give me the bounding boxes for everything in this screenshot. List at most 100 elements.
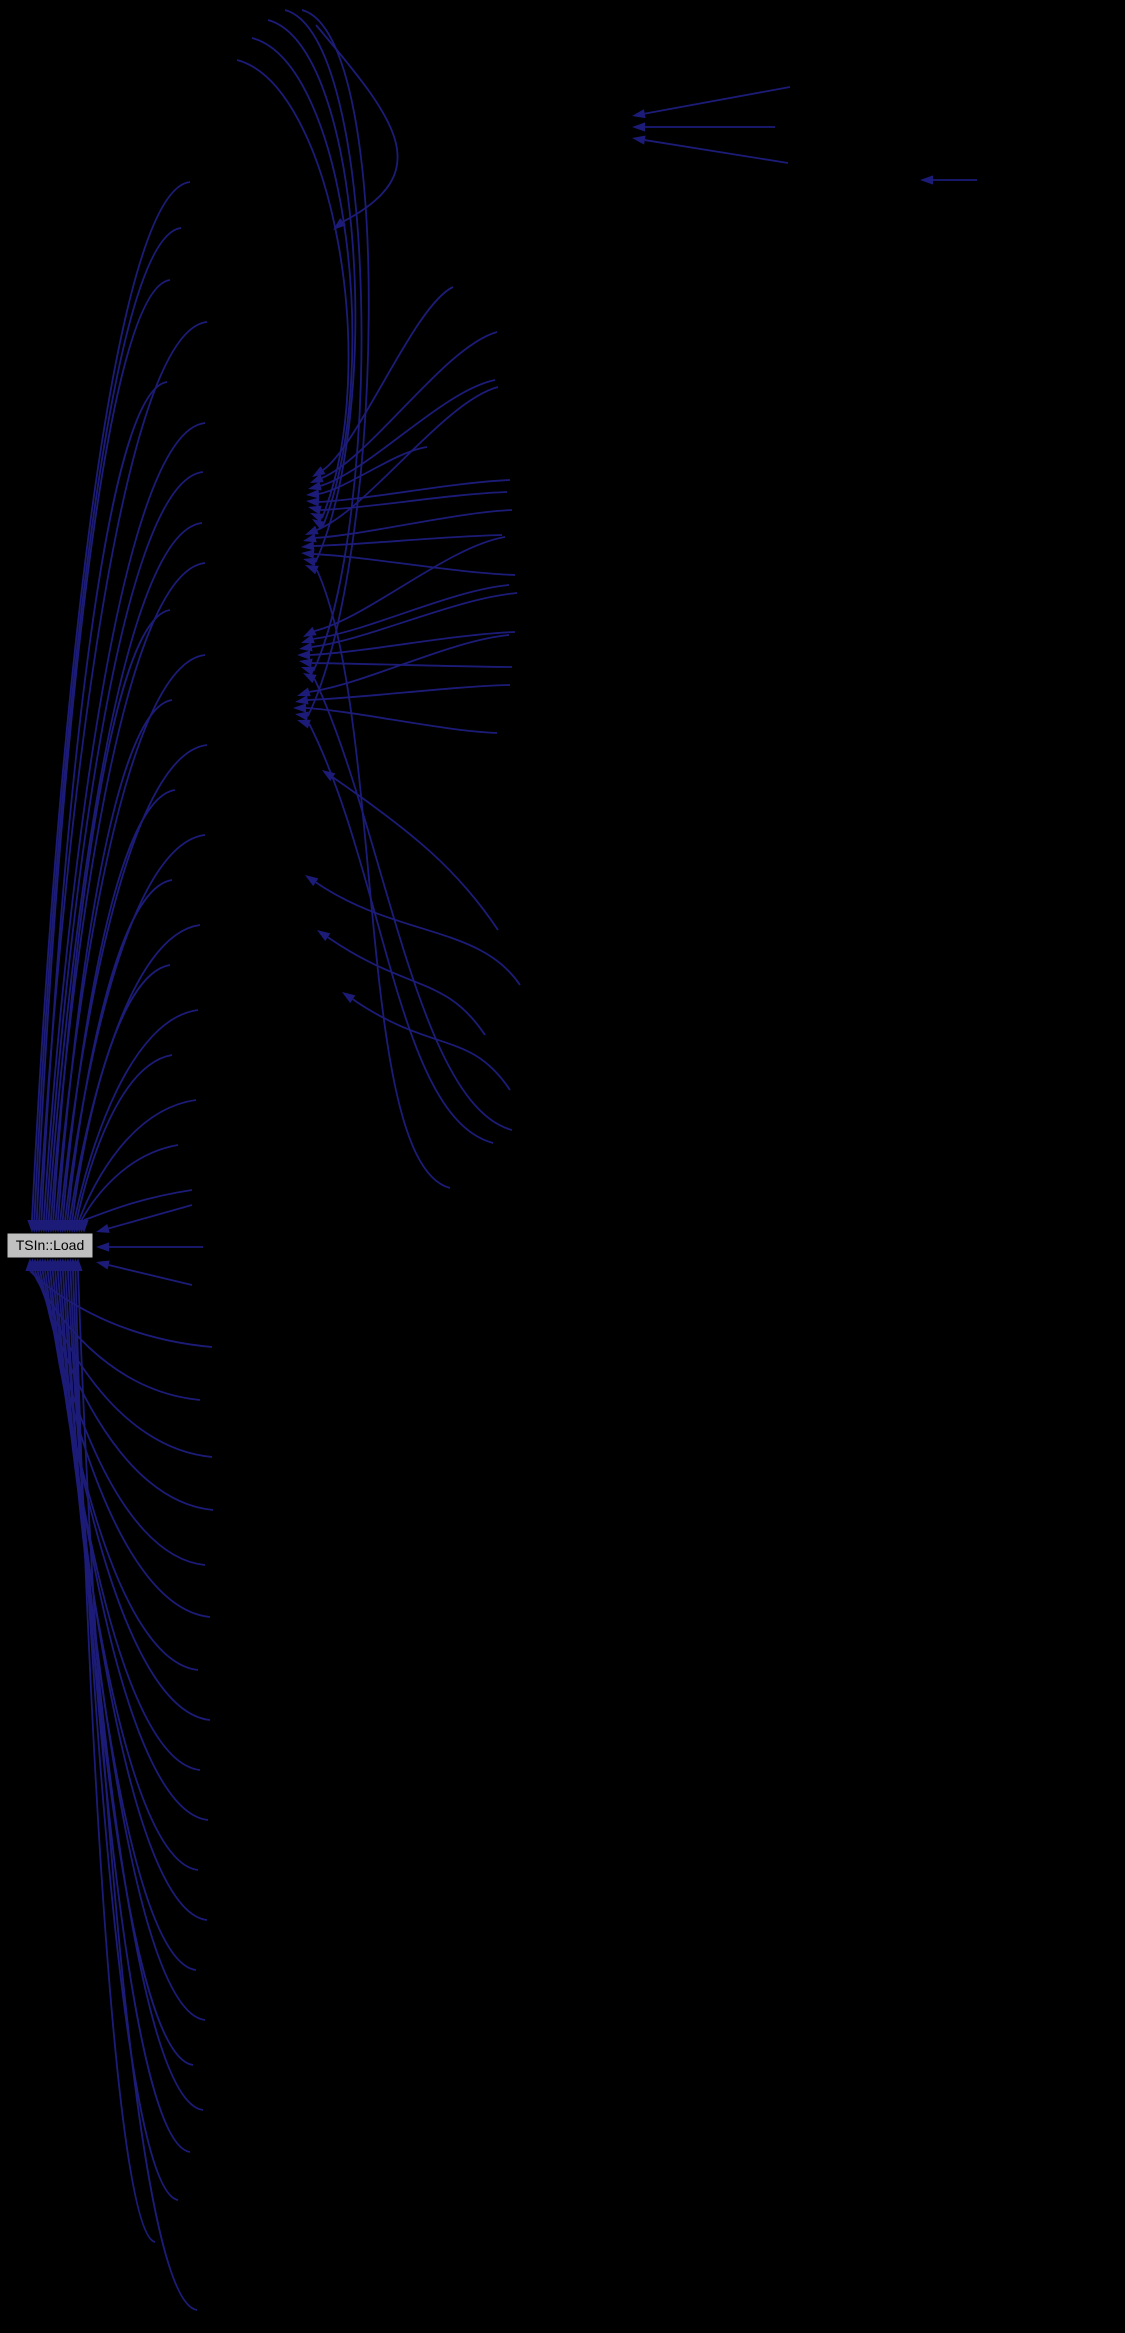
edge-arrowhead: [297, 650, 310, 660]
edge-arrowhead: [306, 497, 320, 507]
edge-arrowhead: [303, 673, 317, 684]
edge-arrowhead: [301, 666, 315, 676]
edge-arrowhead: [96, 1260, 110, 1270]
graph-edge: [71, 964, 171, 1221]
graph-edge: [314, 536, 506, 632]
graph-edge: [320, 491, 508, 511]
edge-arrowhead: [295, 711, 309, 721]
graph-edge: [76, 1054, 173, 1221]
graph-edge: [318, 446, 428, 495]
graph-edge: [316, 386, 499, 531]
edge-arrowhead: [301, 634, 315, 644]
graph-edge: [33, 227, 182, 1221]
edge-arrowhead: [299, 642, 313, 652]
edge-arrowhead: [305, 525, 319, 535]
graph-edge: [311, 662, 513, 668]
edge-arrowhead: [305, 565, 319, 575]
graph-edge: [35, 279, 171, 1221]
graph-edge: [320, 379, 496, 487]
edge-arrowhead: [295, 695, 309, 705]
node-label: TSIn::Load: [16, 1237, 85, 1253]
edge-arrowhead: [301, 549, 315, 559]
graph-edge: [69, 1270, 191, 2153]
edge-arrowhead: [297, 719, 311, 729]
graph-edge: [108, 1264, 193, 1286]
edge-arrowhead: [632, 135, 646, 145]
graph-edge: [305, 707, 498, 734]
graph-edge: [45, 471, 204, 1221]
graph-edge: [251, 37, 354, 527]
graph-edge: [61, 789, 176, 1221]
edge-arrowhead: [342, 992, 356, 1004]
edge-arrowhead: [79, 1220, 89, 1233]
graph-edge: [313, 553, 516, 576]
graph-edge: [332, 776, 499, 931]
graph-edge: [31, 181, 191, 1221]
graph-edge: [52, 609, 171, 1221]
graph-edge: [301, 9, 370, 717]
graph-edge: [56, 1270, 208, 1921]
edge-arrowhead: [317, 930, 331, 942]
graph-edge: [77, 1270, 198, 2311]
edge-arrowhead: [96, 1242, 109, 1252]
graph-edge: [64, 1270, 194, 2066]
graph-edge: [73, 1009, 199, 1221]
edge-arrowhead: [920, 175, 933, 185]
graph-edge: [644, 139, 789, 164]
graph-edge: [309, 634, 510, 693]
graph-edge: [78, 1099, 197, 1221]
graph-edge: [284, 9, 363, 672]
edge-arrowhead: [310, 513, 324, 523]
edge-arrowhead: [632, 122, 645, 132]
graph-edge: [57, 699, 173, 1221]
graph-edge: [74, 1270, 156, 2243]
graph-node-tsin-load[interactable]: TSIn::Load: [6, 1232, 94, 1259]
edge-arrowhead: [308, 481, 322, 491]
graph-edge: [352, 998, 511, 1091]
graph-edge: [318, 479, 511, 503]
edge-arrowhead: [303, 557, 317, 567]
edge-arrowhead: [299, 658, 313, 668]
edge-arrowhead: [312, 466, 326, 477]
graph-edge: [644, 86, 791, 115]
graph-edge: [64, 834, 206, 1221]
graph-edge: [307, 684, 511, 701]
graph-edge: [49, 1270, 201, 1771]
edge-arrowhead: [73, 1258, 83, 1271]
node-box[interactable]: [6, 1232, 94, 1259]
edge-arrowhead: [303, 533, 317, 543]
graph-edge: [72, 1270, 179, 2201]
edges-layer: [25, 9, 977, 2311]
graph-edge: [316, 569, 451, 1189]
graph-edge: [66, 1270, 204, 2111]
graph-edge: [267, 19, 357, 563]
graph-edge: [42, 422, 206, 1221]
graph-edge: [315, 881, 521, 986]
graph-edge: [59, 744, 208, 1221]
edge-arrowhead: [322, 770, 336, 782]
graph-edge: [327, 936, 486, 1036]
graph-edge: [108, 1204, 193, 1230]
edge-arrowhead: [96, 1224, 110, 1233]
edge-arrowhead: [333, 218, 346, 230]
graph-edge: [308, 723, 494, 1144]
edge-arrowhead: [306, 489, 320, 499]
edge-arrowhead: [310, 473, 324, 483]
graph-edge: [66, 879, 173, 1221]
edge-arrowhead: [305, 875, 319, 887]
edge-arrowhead: [303, 626, 317, 637]
graph-edge: [313, 584, 510, 640]
edge-arrowhead: [297, 687, 311, 697]
graph-edge: [54, 1270, 199, 1871]
graph-edge: [44, 1270, 199, 1671]
graph-edge: [40, 381, 168, 1221]
graph-edge: [313, 678, 513, 1131]
graph-edge: [83, 1189, 193, 1221]
graph-edge: [315, 24, 399, 223]
edge-arrowhead: [632, 109, 646, 119]
graph-edge: [61, 1270, 206, 2021]
graph-edge: [313, 534, 503, 547]
graph-edge: [322, 286, 454, 471]
